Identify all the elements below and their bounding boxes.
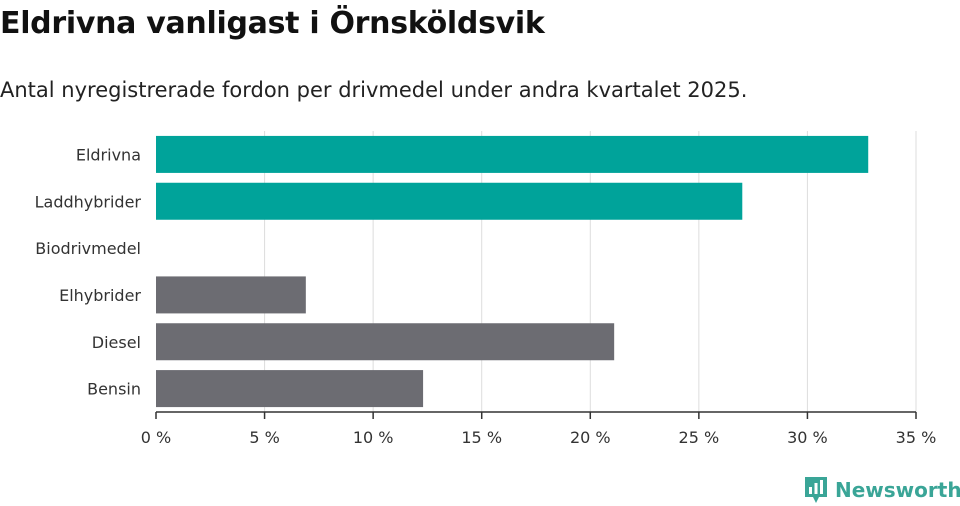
x-tick-label: 20 % [570, 428, 611, 447]
x-tick-label: 5 % [249, 428, 279, 447]
category-label: Bensin [87, 380, 141, 399]
bar [156, 323, 615, 361]
x-tick-label: 30 % [787, 428, 828, 447]
category-label: Diesel [92, 333, 141, 352]
x-tick-label: 35 % [896, 428, 937, 447]
category-label: Laddhybrider [35, 192, 142, 211]
category-label: Biodrivmedel [35, 239, 141, 258]
x-tick-label: 10 % [353, 428, 394, 447]
category-label: Elhybrider [59, 286, 141, 305]
bar [156, 135, 869, 173]
bar [156, 276, 306, 314]
bar [156, 370, 424, 408]
x-tick-label: 15 % [461, 428, 502, 447]
brand-name: Newsworthy [835, 478, 960, 502]
bar [156, 182, 743, 220]
newsworthy-bar-chart-icon [805, 477, 827, 503]
chart-title: Eldrivna vanligast i Örnsköldsvik [0, 6, 545, 41]
category-label: Eldrivna [76, 145, 141, 164]
chart-subtitle: Antal nyregistrerade fordon per drivmede… [0, 78, 748, 102]
x-tick-label: 25 % [679, 428, 720, 447]
x-tick-label: 0 % [141, 428, 171, 447]
newsworthy-logo: Newsworthy [803, 474, 960, 506]
